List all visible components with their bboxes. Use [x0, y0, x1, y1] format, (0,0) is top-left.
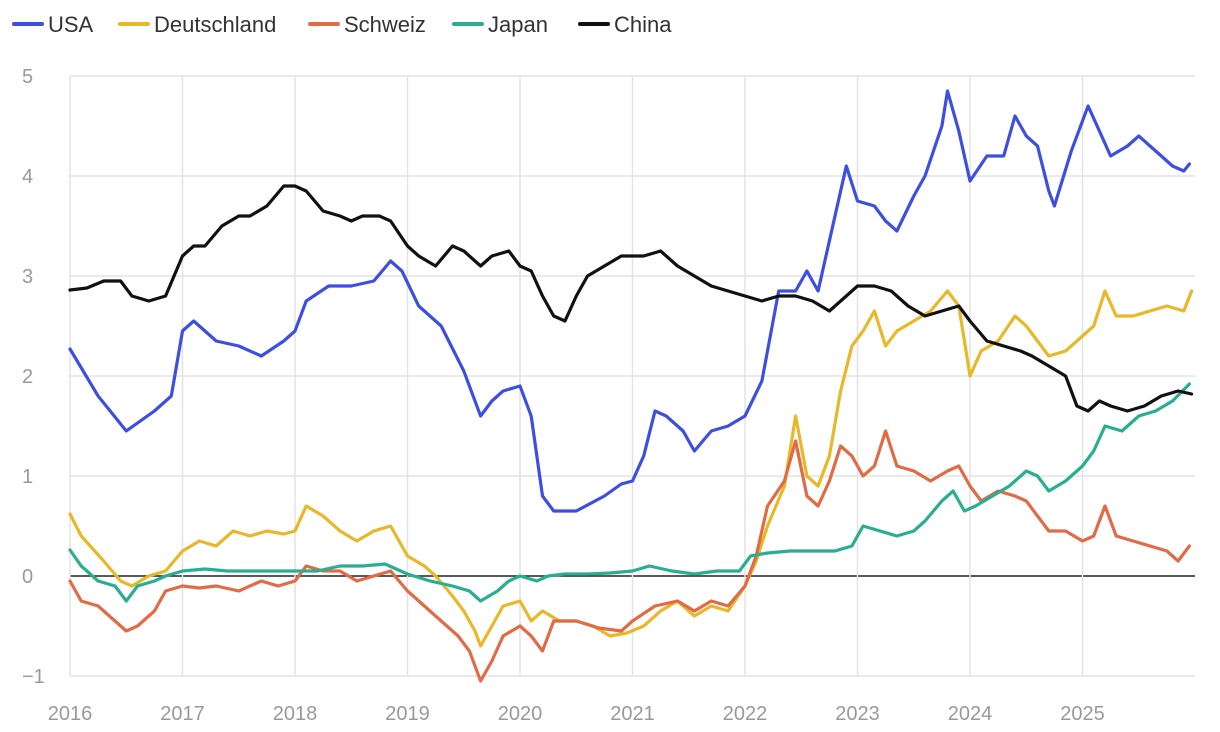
- series-line-usa: [68, 89, 1191, 513]
- legend-label-schweiz: Schweiz: [344, 12, 426, 37]
- y-tick-label: 5: [22, 66, 33, 88]
- x-tick-label: 2017: [160, 703, 205, 725]
- x-tick-label: 2021: [610, 703, 655, 725]
- x-tick-label: 2022: [723, 703, 768, 725]
- chart-grid: [69, 75, 1195, 677]
- y-tick-label: 3: [22, 266, 33, 288]
- series-line-japan: [68, 382, 1191, 603]
- x-tick-label: 2016: [48, 703, 93, 725]
- legend-label-deutschland: Deutschland: [154, 12, 276, 37]
- legend-label-japan: Japan: [488, 12, 548, 37]
- legend-label-usa: USA: [48, 12, 94, 37]
- legend-label-china: China: [614, 12, 672, 37]
- x-tick-label: 2018: [273, 703, 318, 725]
- chart-legend: USA Deutschland Schweiz Japan China: [12, 12, 672, 37]
- y-tick-label: 1: [22, 466, 33, 488]
- series-line-deutschland: [68, 289, 1194, 648]
- x-tick-label: 2020: [498, 703, 543, 725]
- x-axis: 2016 2017 2018 2019 2020 2021 2022 2023 2024 2025: [48, 703, 1105, 725]
- series-line-schweiz: [68, 429, 1191, 683]
- x-tick-label: 2025: [1060, 703, 1105, 725]
- y-tick-label: 0: [22, 566, 33, 588]
- chart-series: [68, 89, 1194, 683]
- y-tick-label: 2: [22, 366, 33, 388]
- series-line-china: [68, 184, 1194, 413]
- x-tick-label: 2019: [385, 703, 430, 725]
- x-tick-label: 2023: [835, 703, 880, 725]
- y-tick-label: −1: [22, 666, 45, 688]
- x-tick-label: 2024: [948, 703, 993, 725]
- y-tick-label: 4: [22, 166, 33, 188]
- y-axis: −1 0 1 2 3 4 5: [22, 66, 45, 688]
